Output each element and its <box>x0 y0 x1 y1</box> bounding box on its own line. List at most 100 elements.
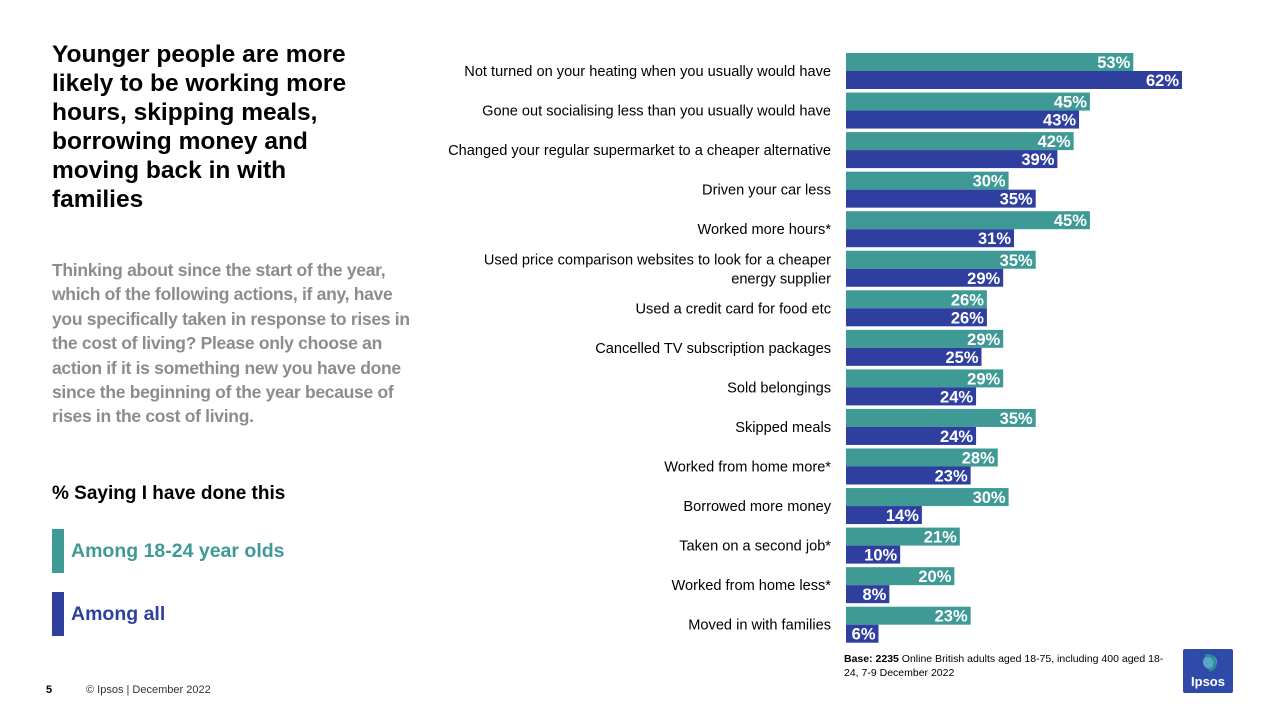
data-label-young: 30% <box>973 489 1006 507</box>
bar-young <box>846 448 998 467</box>
bar-all <box>846 466 971 485</box>
base-note-label: Base: 2235 <box>844 653 899 665</box>
data-label-all: 8% <box>863 586 887 604</box>
category-label: Driven your car less <box>702 183 831 199</box>
category-label-line: Worked more hours* <box>697 222 831 238</box>
category-label: Worked from home more* <box>664 460 831 476</box>
bar-all <box>846 110 1080 129</box>
data-label-all: 43% <box>1043 112 1076 130</box>
data-label-young: 21% <box>924 529 957 547</box>
legend-swatch-young <box>52 529 64 573</box>
category-label: Moved in with families <box>688 618 831 634</box>
data-label-all: 23% <box>935 468 968 486</box>
bar-young <box>846 290 987 309</box>
category-label-line: Sold belongings <box>727 380 831 396</box>
data-label-all: 31% <box>978 230 1011 248</box>
category-label: Skipped meals <box>735 420 831 436</box>
category-label: Worked from home less* <box>671 578 831 594</box>
category-label-line: Cancelled TV subscription packages <box>595 341 831 357</box>
bar-chart: Not turned on your heating when you usua… <box>448 53 1183 644</box>
logo-mark-icon <box>1203 654 1217 672</box>
bar-young <box>846 488 1009 507</box>
category-label-line: Worked from home less* <box>671 578 831 594</box>
bar-all <box>846 426 977 445</box>
bar-young <box>846 171 1009 190</box>
bar-young <box>846 92 1090 111</box>
data-label-all: 35% <box>1000 191 1033 209</box>
base-note-text: Online British adults aged 18-75, includ… <box>844 653 1164 679</box>
bar-all <box>846 624 879 643</box>
data-label-young: 35% <box>1000 410 1033 428</box>
category-label: Sold belongings <box>727 380 831 396</box>
data-label-all: 26% <box>951 309 984 327</box>
category-label: Used a credit card for food etc <box>636 301 832 317</box>
bar-young <box>846 211 1090 230</box>
data-label-young: 29% <box>967 331 1000 349</box>
bar-all <box>846 71 1183 89</box>
data-label-young: 53% <box>1097 54 1130 72</box>
logo-text: Ipsos <box>1191 674 1225 689</box>
bar-all <box>846 268 1004 287</box>
category-label-line: Worked from home more* <box>664 460 831 476</box>
category-label: Cancelled TV subscription packages <box>595 341 831 357</box>
category-label: Taken on a second job* <box>679 539 831 555</box>
data-label-all: 14% <box>886 507 919 525</box>
data-label-all: 39% <box>1021 151 1054 169</box>
category-label: Worked more hours* <box>697 222 831 238</box>
data-label-young: 29% <box>967 370 1000 388</box>
data-label-young: 42% <box>1038 133 1071 151</box>
bar-young <box>846 132 1074 151</box>
page-title: Younger people are more likely to be wor… <box>52 41 347 213</box>
data-label-all: 24% <box>940 388 973 406</box>
data-label-young: 28% <box>962 450 995 468</box>
data-label-all: 29% <box>967 270 1000 288</box>
data-label-young: 45% <box>1054 94 1087 112</box>
category-label-line: Moved in with families <box>688 618 831 634</box>
bar-all <box>846 229 1015 248</box>
bar-all <box>846 347 982 366</box>
footer-copyright: © Ipsos | December 2022 <box>86 684 211 696</box>
bar-all <box>846 585 890 604</box>
data-label-all: 62% <box>1146 72 1179 90</box>
bar-all <box>846 506 922 525</box>
data-label-young: 20% <box>918 568 951 586</box>
data-label-all: 10% <box>864 547 897 565</box>
bar-young <box>846 408 1036 427</box>
legend-swatch-all <box>52 592 64 636</box>
category-label-line: Used a credit card for food etc <box>636 301 832 317</box>
category-label: Gone out socialising less than you usual… <box>482 104 831 120</box>
data-label-all: 24% <box>940 428 973 446</box>
bar-young <box>846 527 960 546</box>
category-label-line: Changed your regular supermarket to a ch… <box>448 143 831 159</box>
base-note: Base: 2235 Online British adults aged 18… <box>844 652 1164 680</box>
category-label-line: Not turned on your heating when you usua… <box>464 64 831 80</box>
bar-all <box>846 150 1058 169</box>
category-label-line: Taken on a second job* <box>679 539 831 555</box>
data-label-young: 23% <box>935 608 968 626</box>
category-label-line: Borrowed more money <box>683 499 831 515</box>
category-label-line: Gone out socialising less than you usual… <box>482 104 831 120</box>
category-label: Used price comparison websites to look f… <box>484 252 831 287</box>
bar-all <box>846 545 901 564</box>
legend-label-all: Among all <box>71 603 166 625</box>
bar-all <box>846 308 987 327</box>
category-label: Not turned on your heating when you usua… <box>464 64 831 80</box>
ipsos-logo: Ipsos <box>1183 649 1233 693</box>
category-label: Changed your regular supermarket to a ch… <box>448 143 831 159</box>
data-label-young: 30% <box>973 173 1006 191</box>
bar-young <box>846 329 1004 348</box>
category-label-line: Skipped meals <box>735 420 831 436</box>
data-label-young: 45% <box>1054 212 1087 230</box>
page-number: 5 <box>46 684 53 696</box>
bar-young <box>846 369 1004 388</box>
measure-label: % Saying I have done this <box>52 483 286 504</box>
bar-young <box>846 606 971 625</box>
bar-all <box>846 387 977 406</box>
bar-young <box>846 567 955 586</box>
category-label: Borrowed more money <box>683 499 831 515</box>
data-label-young: 26% <box>951 291 984 309</box>
bar-young <box>846 53 1134 71</box>
data-label-young: 35% <box>1000 252 1033 270</box>
data-label-all: 25% <box>945 349 978 367</box>
category-label-line: Driven your car less <box>702 183 831 199</box>
